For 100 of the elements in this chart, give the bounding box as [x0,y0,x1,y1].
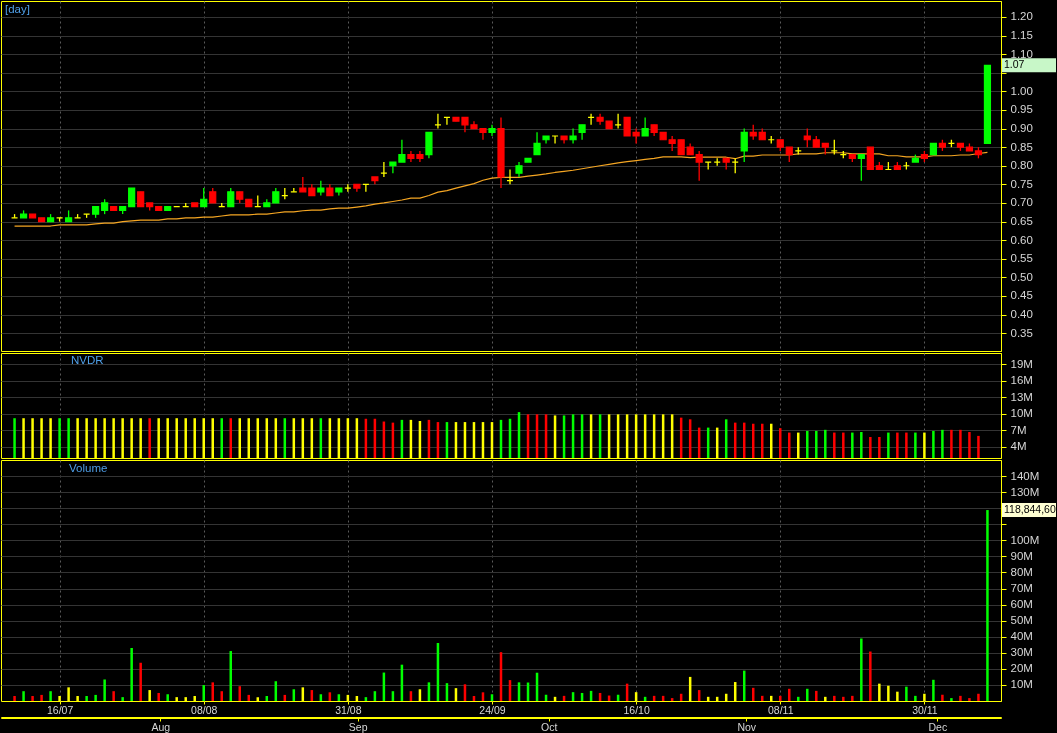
bar [94,694,97,701]
x-tick-label: 16/10 [623,703,650,716]
y-tick-label: 1.10 [1010,47,1033,60]
bar [941,694,944,701]
bar [860,638,863,701]
candlestick [128,187,136,208]
bar [905,686,908,701]
y-tick-label: 1.15 [1010,29,1033,42]
candlestick [200,187,208,208]
x2-tick-label: Aug [151,720,171,733]
bar [932,679,935,701]
bar [166,694,169,701]
candlestick [569,127,577,145]
bar [112,691,115,701]
y-tick-label: 0.55 [1010,252,1033,265]
y-tick-label: 0.40 [1010,308,1033,321]
bar [788,688,791,701]
y-tick-label: 90M [1010,549,1033,562]
text: 1.07 [1004,58,1025,71]
bar [986,510,989,701]
y-tick-label: 0.85 [1010,140,1033,153]
x2-tick-label: Dec [928,720,948,733]
y-tick-label: 19M [1010,357,1033,370]
bar [103,679,106,701]
bar [950,698,953,701]
y-tick-label: 10M [1010,407,1033,420]
chart-title: [day] [5,3,30,15]
candlestick [740,127,748,163]
chart-title: Volume [69,462,108,474]
x-tick-label: 08/11 [768,703,794,716]
bar [40,694,43,701]
y-tick-label: 130M [1010,485,1040,498]
bar [851,695,854,701]
y-tick-label: 60M [1010,598,1033,611]
bar [13,696,16,701]
y-tick-label: 140M [1010,469,1040,482]
candlestick [803,127,811,148]
bar [139,662,142,701]
bar [22,691,25,701]
candlestick [425,131,433,159]
bar [31,696,34,701]
y-tick-label: 1.00 [1010,84,1033,97]
y-tick-label: 0.35 [1010,326,1033,339]
y-tick-label: 70M [1010,582,1033,595]
y-tick-label: 0.95 [1010,103,1033,116]
text: 118,844,60 [1004,503,1056,516]
y-tick-label: 20M [1010,662,1033,675]
y-tick-label: 7M [1010,423,1027,436]
y-tick-label: 0.90 [1010,122,1033,135]
bar [121,697,124,701]
y-tick-label: 0.65 [1010,215,1033,228]
y-tick-label: 16M [1010,374,1033,387]
y-tick-label: 80M [1010,565,1033,578]
bar [914,695,917,701]
y-tick-label: 0.75 [1010,177,1033,190]
x2-tick-label: Sep [348,720,368,733]
candlestick [641,116,649,137]
candlestick [857,153,865,182]
candlestick [533,131,541,156]
bar [220,691,223,701]
chart-title: NVDR [71,354,104,366]
y-tick-label: 4M [1010,440,1027,453]
x-tick-label: 31/08 [335,703,362,716]
y-tick-label: 0.50 [1010,270,1033,283]
bar [869,651,872,701]
x2-tick-label: Nov [737,720,757,733]
y-tick-label: 30M [1010,646,1033,659]
x2-tick-label: Oct [541,720,558,733]
y-tick-label: 1.20 [1010,10,1033,23]
y-tick-label: 0.60 [1010,233,1033,246]
x-tick-label: 30/11 [912,703,938,716]
bar [130,647,133,701]
bar [157,692,160,701]
y-tick-label: 100M [1010,533,1040,546]
bar [806,688,809,701]
candlestick [695,150,703,182]
bar [85,696,88,701]
bar [959,695,962,701]
bar [977,693,980,701]
bar [833,695,836,701]
x-tick-label: 16/07 [46,703,74,716]
y-tick-label: 10M [1010,678,1033,691]
candlestick [866,146,874,171]
bar [202,685,205,701]
x-tick-label: 08/08 [191,703,218,716]
y-tick-label: 0.80 [1010,159,1033,172]
bar [968,698,971,701]
bar [797,696,800,701]
candlestick [227,187,235,208]
y-tick-label: 13M [1010,390,1033,403]
y-tick-label: 50M [1010,614,1033,627]
y-tick-label: 40M [1010,630,1033,643]
y-tick-label: 0.70 [1010,196,1033,209]
bar [842,696,845,701]
x-tick-label: 24/09 [479,703,506,716]
y-tick-label: 0.45 [1010,289,1033,302]
bar [779,695,782,701]
bar [815,690,818,701]
bar [211,682,214,701]
bar [49,691,52,701]
